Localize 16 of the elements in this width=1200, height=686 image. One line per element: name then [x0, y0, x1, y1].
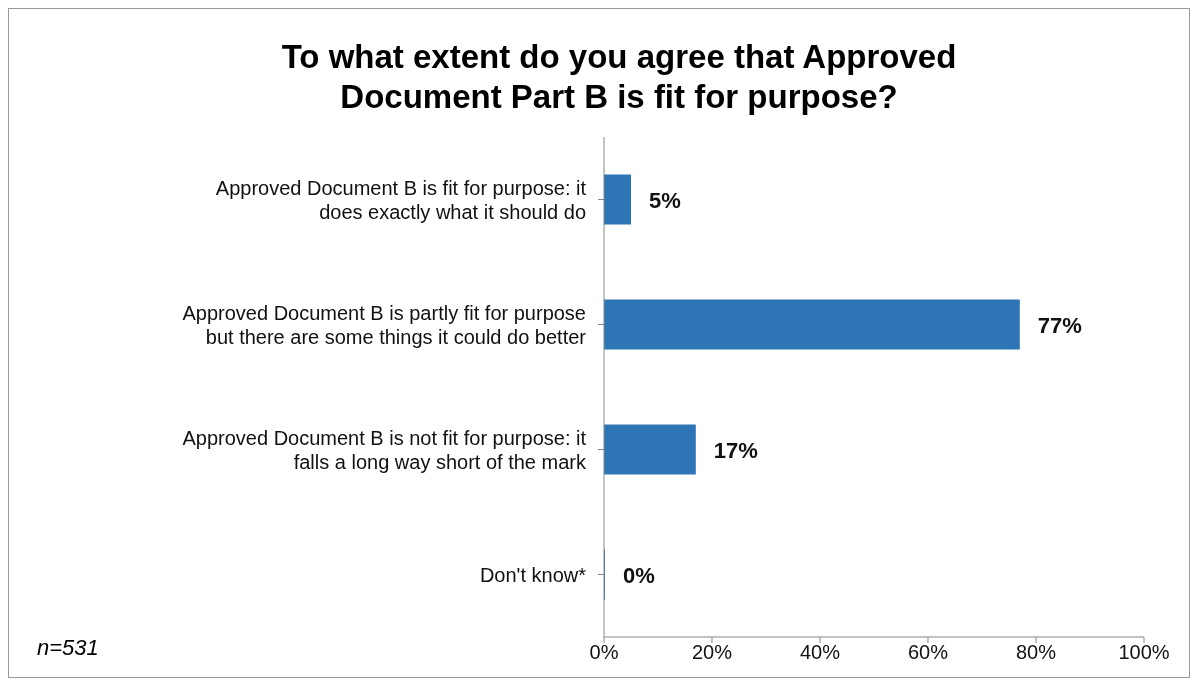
data-label: 0% — [623, 562, 655, 588]
data-label: 5% — [649, 187, 681, 213]
x-tick-label: 80% — [1015, 641, 1057, 664]
x-tick-label: 60% — [907, 641, 949, 664]
text: n=531 — [37, 635, 99, 661]
x-tick-label: 40% — [799, 641, 841, 664]
y-tick-label: Don't know* — [479, 563, 587, 586]
data-label: 17% — [713, 437, 758, 463]
chart-title: To what extent do you agree that Approved Document Part B is fit for purpose? — [280, 37, 958, 117]
x-tick-label: 0% — [589, 641, 619, 664]
x-tick-label: 20% — [691, 641, 733, 664]
y-tick-label: Approved Document B is not fit for purpose: it falls a long way short of the mark — [182, 426, 587, 473]
x-tick-label: 100% — [1118, 641, 1170, 664]
y-tick-label: Approved Document B is partly fit for purpose but there are some things it could do better — [182, 301, 587, 348]
y-tick-label: Approved Document B is fit for purpose: it does exactly what it should do — [215, 176, 587, 223]
data-label: 77% — [1037, 312, 1082, 338]
